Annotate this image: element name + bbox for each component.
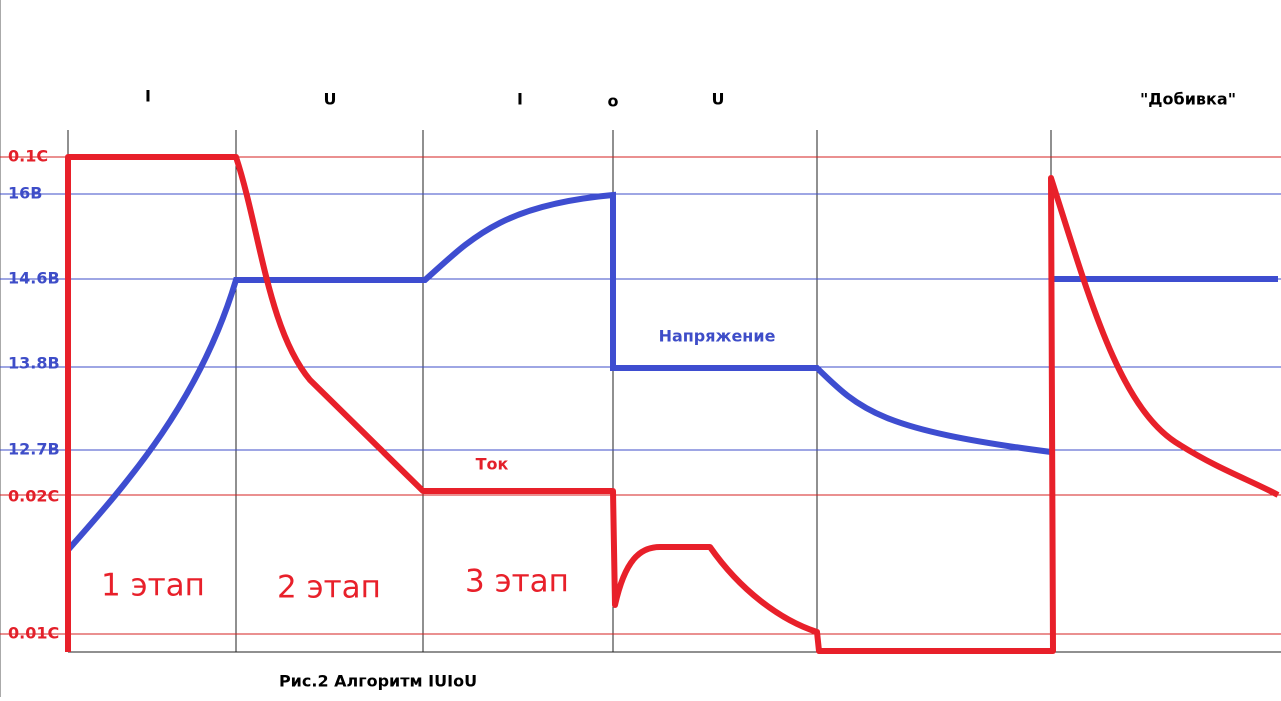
voltage-curve <box>65 191 1278 552</box>
phase-label: "Добивка" <box>1140 90 1236 109</box>
voltage-label: 13.8В <box>8 354 60 373</box>
current-label: 0.01C <box>8 624 59 643</box>
stage-label: 2 этап <box>277 570 381 606</box>
stage-label: 3 этап <box>465 564 569 600</box>
phase-label: o <box>608 92 619 111</box>
voltage-label: 16В <box>8 184 42 203</box>
phase-label: I <box>517 90 523 109</box>
voltage-label: 12.7В <box>8 440 60 459</box>
current-label: 0.02C <box>8 487 59 506</box>
phase-label: U <box>712 90 725 109</box>
current-label: 0.1C <box>8 147 48 166</box>
stage-label: 1 этап <box>101 568 205 604</box>
current-curve <box>65 154 1280 654</box>
voltage-label: 14.6В <box>8 269 60 288</box>
current-annotation: Ток <box>476 455 509 474</box>
phase-label: U <box>324 90 337 109</box>
voltage-annotation: Напряжение <box>659 327 776 346</box>
phase-label: I <box>145 87 151 106</box>
caption: Рис.2 Алгоритм IUIoU <box>279 672 477 691</box>
